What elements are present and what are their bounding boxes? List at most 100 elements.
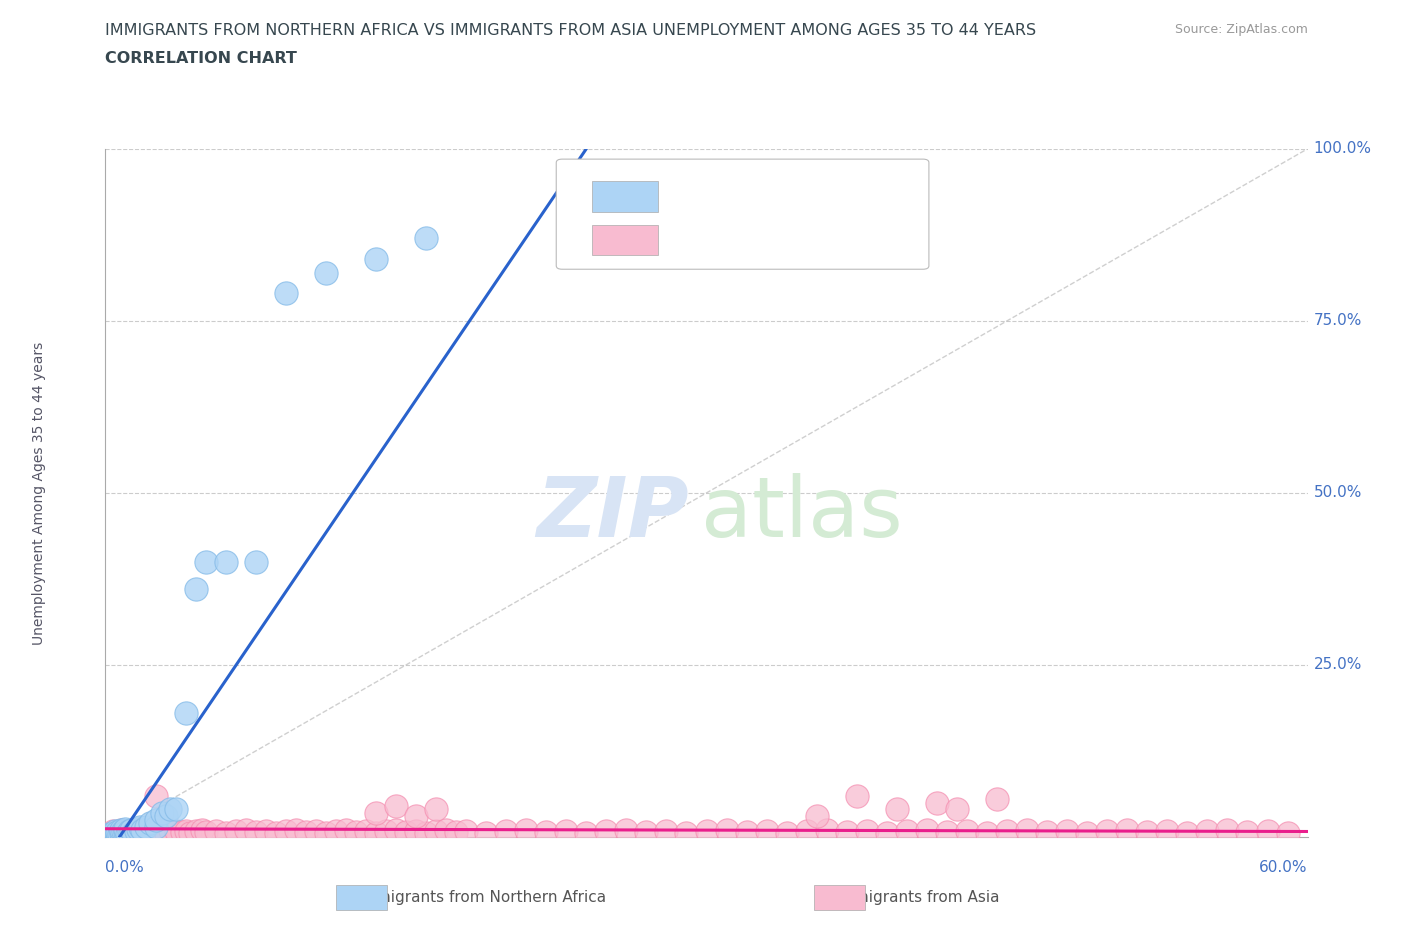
Point — [214, 554, 236, 569]
Point — [595, 824, 617, 839]
Point — [138, 816, 160, 830]
Point — [114, 821, 136, 836]
Point — [121, 823, 143, 838]
Point — [925, 795, 948, 810]
Point — [1056, 823, 1078, 838]
Point — [138, 824, 160, 839]
Point — [1277, 826, 1299, 841]
Point — [534, 825, 557, 840]
Point — [179, 826, 201, 841]
Point — [110, 823, 132, 838]
Point — [454, 823, 477, 838]
Text: -0.068: -0.068 — [747, 231, 799, 249]
Point — [636, 825, 658, 840]
Point — [434, 823, 457, 838]
Point — [815, 823, 838, 838]
Point — [515, 823, 537, 838]
Point — [395, 825, 418, 840]
Point — [184, 582, 207, 597]
Text: Unemployment Among Ages 35 to 44 years: Unemployment Among Ages 35 to 44 years — [32, 341, 46, 644]
Point — [122, 826, 145, 841]
Point — [1257, 823, 1279, 838]
Point — [103, 828, 125, 843]
Point — [145, 813, 167, 828]
Point — [145, 789, 167, 804]
Point — [110, 823, 132, 838]
Point — [845, 789, 868, 804]
Point — [374, 824, 398, 839]
Bar — [592, 224, 658, 256]
Point — [274, 286, 297, 300]
Point — [127, 821, 149, 836]
Point — [118, 824, 141, 839]
Point — [675, 826, 697, 841]
Point — [555, 823, 578, 838]
Point — [135, 819, 157, 834]
Text: 100.0%: 100.0% — [1313, 141, 1372, 156]
Point — [1036, 825, 1059, 840]
Point — [264, 826, 287, 841]
Point — [1197, 824, 1219, 839]
Point — [107, 826, 129, 841]
Point — [946, 802, 969, 817]
Point — [896, 824, 918, 839]
Point — [155, 826, 177, 841]
Text: atlas: atlas — [700, 473, 903, 554]
Point — [1177, 826, 1199, 841]
Point — [405, 823, 427, 838]
Point — [104, 824, 127, 839]
Point — [305, 823, 328, 838]
Text: Immigrants from Asia: Immigrants from Asia — [815, 890, 1000, 905]
Point — [159, 823, 181, 838]
Point — [194, 825, 217, 840]
Point — [245, 554, 267, 569]
Point — [117, 826, 139, 841]
Point — [1156, 823, 1178, 838]
Point — [976, 826, 998, 841]
Point — [776, 826, 799, 841]
Text: 25.0%: 25.0% — [1313, 658, 1362, 672]
Text: N = 38: N = 38 — [837, 188, 905, 206]
Point — [235, 823, 257, 838]
Point — [131, 823, 153, 838]
Point — [616, 823, 638, 838]
Point — [124, 824, 146, 839]
Point — [114, 825, 136, 840]
Point — [886, 802, 908, 817]
Text: ZIP: ZIP — [536, 473, 689, 554]
Point — [915, 823, 938, 838]
Point — [956, 823, 979, 838]
Point — [1116, 823, 1139, 838]
Point — [114, 825, 136, 840]
Text: Source: ZipAtlas.com: Source: ZipAtlas.com — [1174, 23, 1308, 36]
Point — [335, 823, 357, 838]
Point — [150, 823, 173, 838]
Point — [118, 824, 141, 839]
Point — [364, 251, 387, 266]
Point — [155, 809, 177, 824]
Point — [855, 823, 877, 838]
Point — [245, 825, 267, 840]
Point — [495, 824, 517, 839]
Point — [112, 824, 135, 839]
Point — [165, 802, 187, 817]
Point — [170, 825, 193, 840]
Point — [124, 823, 146, 838]
Point — [986, 791, 1008, 806]
Point — [364, 805, 387, 820]
Point — [295, 825, 318, 840]
Text: R =: R = — [681, 231, 716, 249]
Text: 0.665: 0.665 — [747, 188, 793, 206]
Point — [354, 823, 377, 838]
Point — [107, 827, 129, 842]
Point — [325, 824, 347, 839]
Text: 60.0%: 60.0% — [1260, 860, 1308, 875]
Point — [344, 825, 367, 840]
Text: CORRELATION CHART: CORRELATION CHART — [105, 51, 297, 66]
FancyBboxPatch shape — [557, 159, 929, 270]
Point — [194, 554, 217, 569]
Text: R =: R = — [681, 188, 716, 206]
Point — [98, 827, 121, 842]
Point — [876, 826, 898, 841]
Point — [131, 826, 153, 841]
